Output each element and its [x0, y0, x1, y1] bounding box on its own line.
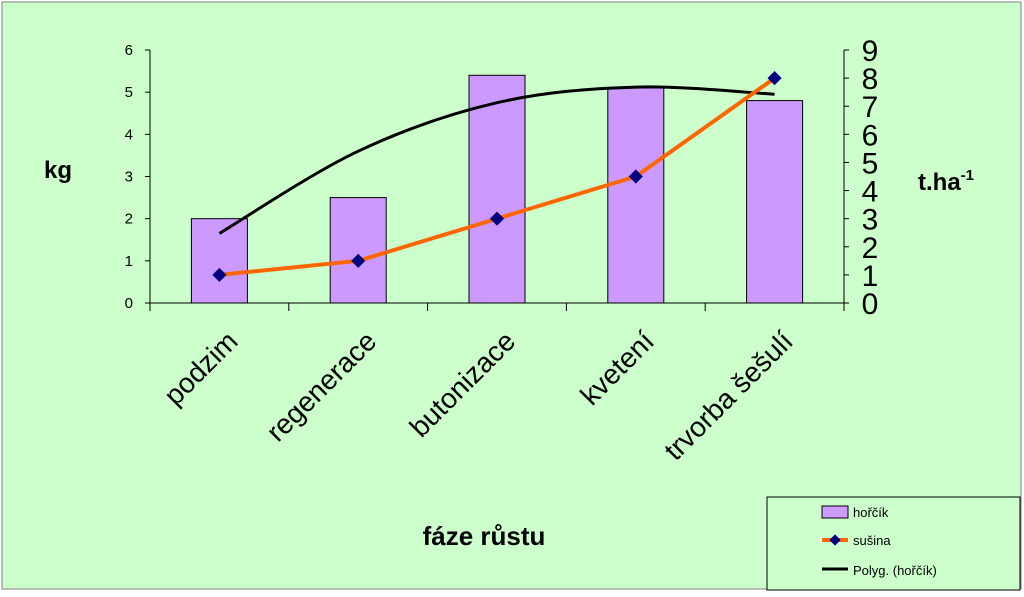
y-tick-label: 1 [125, 253, 133, 270]
y-tick-label: 2 [125, 211, 133, 228]
x-axis-title: fáze růstu [423, 521, 546, 551]
line-point-5 [767, 71, 782, 86]
line-point-4 [628, 169, 643, 184]
y2-tick-label: 8 [862, 63, 879, 96]
trendline-curve [218, 85, 775, 235]
legend-label-line: sušina [853, 533, 891, 548]
y-tick-label: 0 [125, 295, 133, 312]
y-axis-title: kg [44, 157, 72, 184]
bar-5 [746, 100, 804, 304]
y2-axis-title-exponent: -1 [961, 167, 974, 184]
legend: hořčík sušina Polyg. (hořčík) [766, 496, 1021, 591]
bar-3 [468, 74, 526, 304]
line-point-1 [212, 267, 227, 282]
legend-swatch-marker [829, 534, 841, 546]
legend-label-bar: hořčík [853, 505, 889, 520]
bar-4 [607, 87, 665, 304]
y2-tick-label: 2 [862, 232, 879, 265]
line-point-3 [489, 211, 505, 226]
y-tick-label: 5 [125, 84, 133, 101]
y2-tick-label: 7 [862, 91, 879, 124]
y2-tick-label: 5 [862, 147, 879, 180]
y-tick-label: 4 [125, 126, 133, 143]
y2-tick-label: 3 [862, 204, 879, 237]
y2-axis-title: t.ha-1 [918, 167, 974, 196]
legend-box [766, 496, 1021, 591]
bar-1 [190, 218, 248, 304]
y-tick-label: 3 [125, 169, 133, 186]
y2-tick-label: 0 [862, 288, 879, 321]
legend-swatch-bar [821, 505, 849, 519]
legend-label-trend: Polyg. (hořčík) [853, 563, 937, 578]
bar-2 [329, 197, 387, 304]
y2-tick-label: 6 [862, 119, 879, 152]
y2-tick-label: 4 [862, 176, 879, 209]
y-tick-label: 6 [125, 42, 133, 59]
y2-axis-title-base: t.ha [918, 169, 961, 196]
y2-tick-label: 9 [862, 35, 879, 68]
y2-tick-label: 1 [862, 260, 879, 293]
